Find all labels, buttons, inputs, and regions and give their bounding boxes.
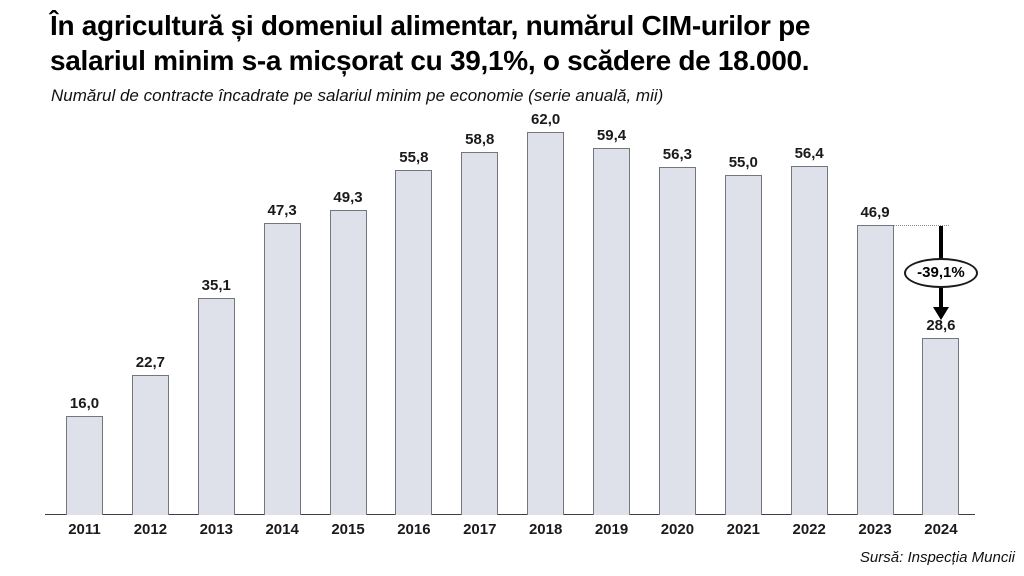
chart-bar-2015 (329, 210, 367, 515)
bar-value-label-2016: 55,8 (399, 149, 429, 167)
bar-value-label-2019: 59,4 (596, 126, 627, 144)
chart-bar-2018 (527, 131, 565, 515)
x-tick-label-2023: 2023 (858, 521, 892, 538)
bar-value-label-2011: 16,0 (69, 395, 100, 413)
chart-bar-2016 (395, 170, 433, 515)
bar-value-label-2012: 22,7 (135, 353, 165, 371)
x-axis-line (45, 514, 975, 515)
bar-value-label-2020: 56,3 (662, 146, 692, 164)
x-tick-label-2024: 2024 (924, 521, 958, 538)
x-tick-label-2011: 2011 (68, 521, 101, 538)
chart-bar-2012 (131, 374, 169, 515)
chart-bar-2019 (593, 147, 631, 515)
x-tick-label-2020: 2020 (660, 521, 695, 538)
bar-value-label-2015: 49,3 (333, 189, 363, 207)
bar-value-label-2024: 28,6 (926, 317, 956, 335)
page-title-line-2: salariul minim s-a micșorat cu 39,1%, o … (50, 45, 810, 76)
x-tick-label-2014: 2014 (265, 521, 299, 538)
x-tick-label-2019: 2019 (594, 521, 629, 538)
page-title: În agricultură și domeniul alimentar, nu… (50, 8, 990, 78)
x-tick-label-2012: 2012 (133, 521, 168, 538)
source-credit: Sursă: Inspecția Muncii (859, 549, 1015, 566)
bar-value-label-2014: 47,3 (267, 201, 297, 219)
bar-value-label-2023: 46,9 (860, 204, 890, 222)
chart-bar-2023 (856, 225, 894, 515)
chart-bar-2011 (66, 416, 103, 515)
x-tick-label-2013: 2013 (199, 521, 233, 538)
chart-bar-2014 (263, 222, 301, 515)
x-tick-label-2015: 2015 (331, 521, 365, 538)
annotation-dotted-line (893, 225, 949, 227)
chart-subtitle: Numărul de contracte încadrate pe salari… (51, 86, 664, 105)
bar-value-label-2018: 62,0 (531, 110, 561, 128)
chart-bar-2017 (461, 151, 499, 515)
x-tick-label-2022: 2022 (792, 521, 826, 538)
chart-bar-2013 (197, 298, 235, 515)
x-tick-label-2016: 2016 (397, 521, 431, 538)
chart-bar-2021 (724, 175, 762, 515)
annotation-arrow-head-icon (932, 307, 949, 321)
x-tick-label-2021: 2021 (726, 521, 760, 538)
chart-bar-2024 (922, 338, 960, 515)
bar-value-label-2022: 56,4 (794, 145, 824, 163)
bar-value-label-2013: 35,1 (201, 277, 231, 295)
annotation-percentage-badge: -39,1% (903, 257, 978, 288)
x-tick-label-2018: 2018 (528, 521, 563, 538)
bar-value-label-2017: 58,8 (465, 130, 495, 148)
bar-value-label-2021: 55,0 (728, 154, 758, 172)
chart-bar-2022 (790, 166, 828, 515)
page-title-line-1: În agricultură și domeniul alimentar, nu… (50, 10, 811, 41)
chart-bar-2020 (658, 167, 696, 515)
x-tick-label-2017: 2017 (463, 521, 497, 538)
